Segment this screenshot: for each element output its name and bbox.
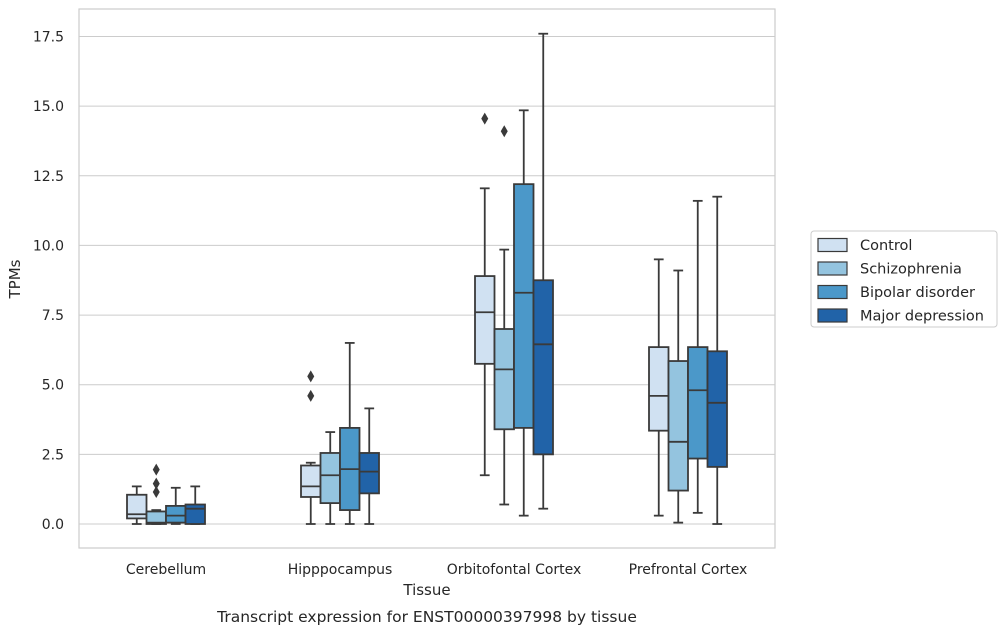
y-tick-label: 12.5 <box>33 169 64 185</box>
y-axis-title: TPMs <box>6 259 24 299</box>
y-axis-ticks: 0.0 2.5 5.0 7.5 10.0 12.5 15.0 17.5 <box>33 30 64 534</box>
legend-label: Bipolar disorder <box>860 285 975 301</box>
box-major-depression <box>358 407 380 525</box>
outlier-point <box>152 477 160 490</box>
x-tick-label: Prefrontal Cortex <box>629 562 748 578</box>
box-iqr <box>667 360 689 492</box>
legend-label: Control <box>860 238 912 254</box>
box-schizophrenia <box>667 269 689 524</box>
y-tick-label: 5.0 <box>42 378 64 394</box>
x-tick-label: Hipppocampus <box>288 562 393 578</box>
y-tick-label: 15.0 <box>33 99 64 115</box>
box-iqr <box>493 328 515 431</box>
legend: Control Schizophrenia Bipolar disorder Majo… <box>810 230 998 328</box>
legend-swatch <box>817 308 848 323</box>
box-iqr <box>532 279 554 456</box>
box-major-depression <box>184 485 206 525</box>
x-tick-label: Orbitofontal Cortex <box>447 562 582 578</box>
box-iqr <box>319 452 341 505</box>
outlier-point <box>307 389 315 402</box>
chart-caption: Transcript expression for ENST0000039799… <box>216 608 637 626</box>
legend-label: Major depression <box>860 309 984 325</box>
box-schizophrenia <box>493 125 515 506</box>
box-bipolar-disorder <box>165 486 187 525</box>
box-iqr <box>687 346 709 460</box>
y-tick-label: 17.5 <box>33 30 64 46</box>
legend-swatch <box>817 284 848 300</box>
box-major-depression <box>532 32 554 510</box>
legend-label: Schizophrenia <box>860 262 962 278</box>
outlier-point <box>152 485 160 498</box>
x-axis-title: Tissue <box>402 581 450 599</box>
y-tick-label: 10.0 <box>33 238 64 254</box>
box-iqr <box>126 493 148 520</box>
legend-swatch <box>817 261 848 276</box>
outlier-point <box>307 370 315 383</box>
box-plots <box>126 32 728 525</box>
box-iqr <box>184 503 206 525</box>
box-major-depression <box>706 195 728 525</box>
x-tick-label: Cerebellum <box>126 562 206 578</box>
box-iqr <box>706 350 728 468</box>
box-iqr <box>300 464 322 498</box>
box-control <box>300 370 322 525</box>
outlier-point <box>152 463 160 476</box>
box-iqr <box>474 275 496 365</box>
y-tick-label: 0.0 <box>42 517 64 533</box>
box-iqr <box>648 346 670 432</box>
box-iqr <box>513 183 535 429</box>
box-bipolar-disorder <box>687 199 709 514</box>
legend-frame <box>810 230 998 328</box>
y-tick-label: 7.5 <box>42 308 64 324</box>
box-iqr <box>165 504 187 524</box>
legend-swatch <box>817 237 848 253</box>
outlier-point <box>500 125 508 138</box>
box-iqr <box>358 452 380 495</box>
y-tick-label: 2.5 <box>42 447 64 463</box>
box-schizophrenia <box>319 431 341 525</box>
x-axis-ticks: Cerebellum Hipppocampus Orbitofontal Corte… <box>126 562 747 578</box>
box-control <box>474 112 496 477</box>
outlier-point <box>481 112 489 125</box>
box-control <box>126 485 148 525</box>
box-schizophrenia <box>145 463 167 525</box>
